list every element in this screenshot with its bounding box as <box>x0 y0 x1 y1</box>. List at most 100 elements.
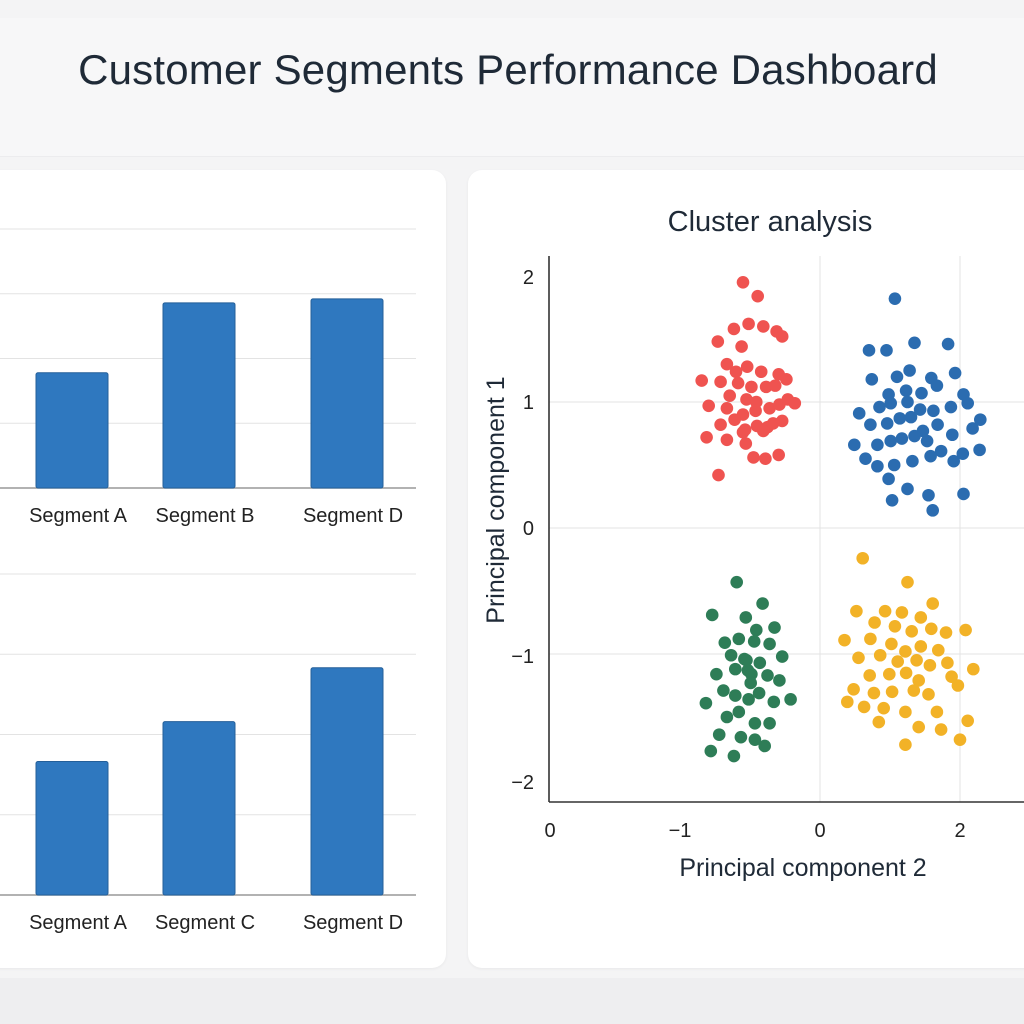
scatter-point <box>885 493 899 507</box>
scatter-point <box>905 625 918 638</box>
scatter-point <box>922 688 935 701</box>
scatter-point <box>747 635 761 648</box>
scatter-point <box>723 389 736 402</box>
scatter-point <box>852 407 866 420</box>
scatter-point <box>864 418 877 431</box>
scatter-point <box>912 720 925 734</box>
scatter-point <box>946 428 959 442</box>
scatter-point <box>878 604 892 618</box>
scatter-point <box>923 659 937 672</box>
bar-segment-c <box>162 721 236 896</box>
scatter-point <box>712 728 726 741</box>
scatter-point <box>944 400 958 414</box>
y-tick-label: 0 <box>523 518 534 540</box>
scatter-point <box>856 551 869 565</box>
scatter-point <box>912 674 925 687</box>
scatter-point <box>759 452 772 466</box>
scatter-point <box>720 402 734 415</box>
scatter-series-3 <box>699 575 797 763</box>
scatter-point <box>848 438 861 452</box>
y-tick-label: −2 <box>511 772 534 794</box>
scatter-point <box>906 454 919 468</box>
scatter-point <box>739 611 753 624</box>
scatter-point <box>877 701 890 715</box>
scatter-chart-svg: Cluster analysis 2 1 0 −1 −2 0 −1 0 2 Principal co… <box>482 206 1024 882</box>
x-tick-label: Segment C <box>155 912 255 934</box>
scatter-point <box>847 682 860 696</box>
scatter-point <box>711 335 725 348</box>
scatter-point <box>941 337 955 351</box>
scatter-point <box>745 380 758 394</box>
scatter-point <box>732 705 746 719</box>
scatter-point <box>959 623 972 637</box>
scatter-point <box>920 434 934 448</box>
scatter-point <box>763 717 776 730</box>
scatter-point <box>884 434 897 448</box>
scatter-point <box>710 667 723 681</box>
scatter-point <box>925 622 938 636</box>
scatter-point <box>973 443 986 457</box>
scatter-point <box>961 396 974 410</box>
x-tick-label: Segment A <box>29 912 128 934</box>
scatter-point <box>926 504 939 517</box>
scatter-point <box>910 654 923 667</box>
scatter-point <box>880 344 893 357</box>
scatter-point <box>700 430 713 444</box>
scatter-point <box>885 685 899 699</box>
bar-chart-2: Segment A Segment C Segment D <box>0 573 416 934</box>
dashboard-header: Customer Segments Performance Dashboard <box>0 18 1024 157</box>
scatter-point <box>901 482 914 496</box>
scatter-point <box>947 454 960 468</box>
scatter-point <box>752 686 766 700</box>
scatter-point <box>729 662 742 676</box>
scatter-point <box>930 379 944 392</box>
scatter-point <box>852 651 865 665</box>
y-tick-label: 1 <box>523 392 534 414</box>
scatter-point <box>739 437 753 450</box>
x-tick-label: 0 <box>814 820 825 842</box>
footer-band <box>0 978 1024 1024</box>
scatter-point <box>961 714 974 728</box>
scatter-point <box>901 395 914 409</box>
scatter-point <box>888 292 902 305</box>
scatter-point <box>926 597 939 610</box>
scatter-point <box>742 693 755 706</box>
scatter-point <box>699 696 713 710</box>
scatter-point <box>895 432 909 445</box>
scatter-point <box>871 459 884 473</box>
scatter-point <box>939 626 953 639</box>
scatter-point <box>922 488 935 502</box>
scatter-point <box>717 684 730 697</box>
scatter-point <box>767 695 781 709</box>
scatter-point <box>748 717 762 730</box>
scatter-point <box>871 438 884 452</box>
scatter-point <box>740 393 753 406</box>
scatter-point <box>903 364 916 377</box>
scatter-point <box>941 656 954 670</box>
scatter-point <box>727 322 741 336</box>
scatter-point <box>914 640 928 653</box>
scatter-point <box>714 375 727 389</box>
x-tick-label: Segment D <box>303 505 403 527</box>
scatter-point <box>915 386 928 400</box>
scatter-point <box>775 414 789 428</box>
scatter-point <box>727 749 741 763</box>
scatter-point <box>859 452 872 466</box>
y-axis-title: Principal component 1 <box>482 376 510 623</box>
scatter-point <box>880 417 894 430</box>
scatter-point <box>732 632 746 646</box>
scatter-point <box>788 396 802 410</box>
y-tick-label: 2 <box>523 267 534 289</box>
scatter-point <box>841 695 854 709</box>
scatter-point <box>887 458 901 472</box>
x-tick-label: Segment D <box>303 912 403 934</box>
bar-segment-a <box>35 760 109 896</box>
scatter-point <box>953 733 967 746</box>
scatter-chart: Cluster analysis 2 1 0 −1 −2 0 −1 0 2 Principal co… <box>482 206 1024 882</box>
scatter-point <box>888 619 902 633</box>
scatter-point <box>720 357 734 371</box>
scatter-point <box>850 604 863 618</box>
bar-segment-d <box>310 298 384 489</box>
scatter-point <box>907 684 921 697</box>
scatter-point <box>753 656 767 670</box>
